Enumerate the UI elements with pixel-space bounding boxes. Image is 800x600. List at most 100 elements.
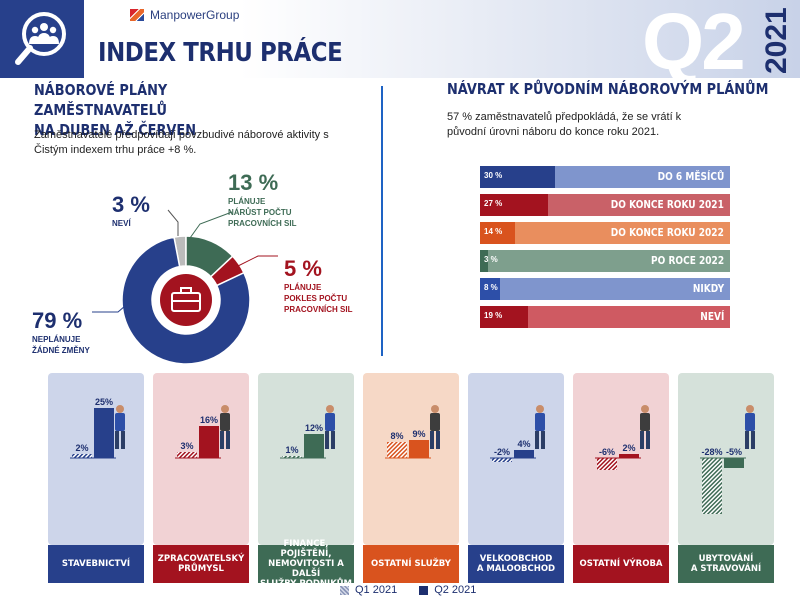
bar-q1-label: 2%	[75, 443, 88, 453]
bar-q1	[282, 456, 302, 458]
hbar-value-label: 27 %	[484, 199, 503, 208]
hbar-value-label: 19 %	[484, 311, 503, 320]
donut-label-value: 79 %	[32, 308, 83, 333]
hbar-row: 8 % NIKDY	[480, 278, 730, 300]
logo-box	[0, 0, 84, 78]
donut-label-value: 13 %	[228, 170, 279, 195]
hbar-rest	[500, 278, 730, 300]
bar-q2	[619, 454, 639, 458]
bar-q2-label: 4%	[517, 439, 530, 449]
hbar-row: 19 % NEVÍ	[480, 306, 730, 328]
bar-q2-label: 9%	[412, 429, 425, 439]
bar-q1	[492, 458, 512, 462]
sector-bar-chart: -28% -5%	[678, 373, 774, 545]
manpower-logo: ManpowerGroup	[130, 8, 239, 22]
sector-label-line: FINANCE, POJIŠTĚNÍ,	[280, 539, 332, 559]
bar-q2-label: 25%	[95, 397, 113, 407]
worker-figure-icon	[745, 405, 755, 449]
hbar-category-label: PO ROCE 2022	[650, 254, 724, 267]
hbar-fill	[480, 306, 528, 328]
sector-label: OSTATNÍ SLUŽBY	[363, 545, 459, 583]
sector-label: UBYTOVÁNÍ A STRAVOVÁNÍ	[678, 545, 774, 583]
sector-label-line: UBYTOVÁNÍ	[698, 554, 754, 564]
donut-leader-line	[92, 299, 133, 313]
bar-q2	[514, 450, 534, 458]
left-title-line2: NA DUBEN AŽ ČERVEN	[34, 121, 197, 139]
donut-label-text: PRACOVNÍCH SIL	[284, 305, 353, 314]
hbar-value-label: 14 %	[484, 227, 503, 236]
manpower-mark-icon	[130, 9, 144, 21]
bar-q2-label: -5%	[726, 447, 742, 457]
sector-label-line: VELKOOBCHOD	[479, 554, 553, 564]
donut-label-3: 3 % NEVÍ	[112, 192, 150, 229]
panel-background	[363, 373, 459, 545]
hbar-fill	[480, 250, 488, 272]
sector-label-line: PRŮMYSL	[178, 564, 224, 574]
hbar-fill	[480, 222, 515, 244]
donut-slice-3	[173, 235, 187, 268]
sector-bar-chart: 3% 16%	[153, 373, 249, 545]
left-title-line1: NÁBOROVÉ PLÁNY ZAMĚSTNAVATELŮ	[34, 81, 168, 119]
hbar-fill	[480, 166, 555, 188]
hbar-category-label: NEVÍ	[699, 310, 724, 323]
worker-figure-icon	[325, 405, 335, 449]
legend-swatch-q2	[419, 585, 429, 595]
legend: Q1 2021 Q2 2021	[340, 584, 476, 596]
hbar-fill	[480, 278, 500, 300]
sector-panel: 3% 16% ZPRACOVATELSKÝ PRŮMYSL	[153, 373, 249, 583]
bar-q2-label: 2%	[622, 443, 635, 453]
quarter-label: Q2	[642, 0, 746, 86]
worker-figure-icon	[220, 405, 230, 449]
bar-q2	[199, 426, 219, 458]
legend-swatch-q1	[340, 585, 349, 595]
donut-label-text: PLÁNUJE	[284, 283, 322, 292]
bar-q2	[94, 408, 114, 458]
bar-q1-label: 8%	[390, 431, 403, 441]
sector-panel: -28% -5% UBYTOVÁNÍ A STRAVOVÁNÍ	[678, 373, 774, 583]
panel-background	[468, 373, 564, 545]
search-people-icon	[15, 12, 66, 65]
legend-label-q2: Q2 2021	[434, 584, 477, 596]
sector-label: FINANCE, POJIŠTĚNÍ, NEMOVITOSTI A DALŠÍ SL…	[258, 539, 354, 589]
sector-label-line: STAVEBNICTVÍ	[61, 559, 131, 569]
bar-q1-label: 1%	[285, 445, 298, 455]
sector-bar-chart: -6% 2%	[573, 373, 669, 545]
bar-q2-label: 16%	[200, 415, 218, 425]
bar-q1-label: -28%	[701, 447, 722, 457]
legend-label-q1: Q1 2021	[355, 584, 398, 596]
bar-q1	[177, 452, 197, 458]
legend-item-q2: Q2 2021	[419, 584, 476, 596]
donut-leader-line	[189, 211, 233, 239]
worker-figure-icon	[115, 405, 125, 449]
right-section-text: 57 % zaměstnavatelů předpokládá, že se v…	[447, 111, 682, 138]
donut-slice-1	[209, 255, 245, 287]
sector-label-line: NEMOVITOSTI A DALŠÍ	[268, 559, 344, 579]
donut-leader-line	[167, 209, 179, 236]
donut-label-text: PRACOVNÍCH SIL	[228, 219, 297, 228]
year-wrap: 2021	[758, 2, 798, 76]
brand-name: ManpowerGroup	[150, 8, 240, 22]
bar-q2	[409, 440, 429, 458]
briefcase-icon	[156, 270, 216, 330]
donut-slice-0	[185, 235, 234, 278]
hbar-category-label: NIKDY	[692, 282, 724, 295]
sector-panel: 2% 25% STAVEBNICTVÍ	[48, 373, 144, 583]
sector-label-line: ZPRACOVATELSKÝ	[157, 554, 245, 564]
donut-label-1: 5 % PLÁNUJE POKLES POČTU PRACOVNÍCH SIL	[284, 256, 352, 315]
bar-q2	[724, 458, 744, 468]
hbar-category-label: DO 6 MĚSÍCŮ	[657, 170, 724, 183]
sector-label-line: OSTATNÍ SLUŽBY	[371, 559, 451, 569]
panel-background	[258, 373, 354, 545]
bar-q1	[597, 458, 617, 470]
hbar-row: 30 % DO 6 MĚSÍCŮ	[480, 166, 730, 188]
donut-label-text: ŽÁDNÉ ZMĚNY	[32, 346, 90, 355]
worker-figure-icon	[640, 405, 650, 449]
hbar-value-label: 8 %	[484, 283, 498, 292]
hbar-rest	[515, 222, 730, 244]
sector-label-line: SLUŽBY PODNIKŮM	[259, 579, 352, 589]
hbar-row: 14 % DO KONCE ROKU 2022	[480, 222, 730, 244]
sector-panel: 1% 12% FINANCE, POJIŠTĚNÍ, NEMOVITOSTI A DA…	[258, 373, 354, 589]
left-section-text: Zaměstnavatelé předpovídají povzbudivé n…	[34, 129, 329, 156]
left-section-title: NÁBOROVÉ PLÁNY ZAMĚSTNAVATELŮ NA DUBEN A…	[34, 80, 292, 140]
bar-q2	[304, 434, 324, 458]
